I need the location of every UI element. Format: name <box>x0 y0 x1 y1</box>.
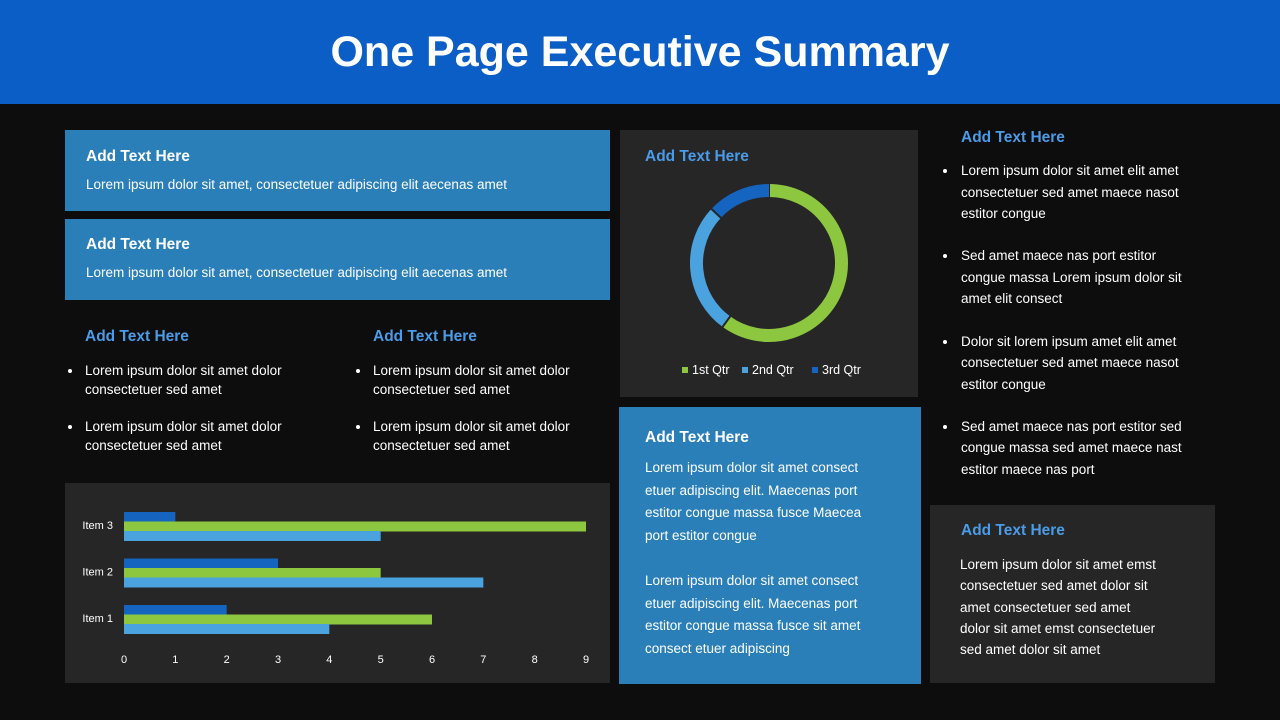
x-tick-label: 1 <box>172 654 178 666</box>
bullet-dot <box>68 425 72 429</box>
legend-label: 2nd Qtr <box>752 363 794 377</box>
bar <box>124 531 381 541</box>
legend-swatch <box>742 367 748 373</box>
bullet-text: consectetuer sed amet <box>85 382 222 397</box>
box-text: estitor congue massa fusce sit amet <box>645 618 861 634</box>
x-tick-label: 6 <box>429 654 435 666</box>
donut-segment <box>690 208 731 327</box>
bullet-text: consectetuer sed amet <box>373 382 510 397</box>
panel-text: consectetuer sed amet dolor sit <box>960 578 1148 594</box>
panel-heading: Add Text Here <box>961 522 1065 539</box>
bar <box>124 521 586 532</box>
box-text: Lorem ipsum dolor sit amet consect <box>645 460 859 475</box>
bar <box>124 512 176 522</box>
bar <box>124 568 381 578</box>
bullet-text: congue massa sed amet maece nast <box>961 440 1182 456</box>
chart-title: Add Text Here <box>645 148 749 165</box>
panel-text: Lorem ipsum dolor sit amet emst <box>960 557 1156 572</box>
card <box>65 130 610 211</box>
panel-text: sed amet dolor sit amet <box>960 642 1101 658</box>
segment-gap <box>720 314 732 329</box>
x-tick-label: 9 <box>583 654 589 666</box>
card-text: Lorem ipsum dolor sit amet, consectetuer… <box>86 265 507 280</box>
bullet-text: consectetuer sed amet <box>373 438 510 453</box>
box-heading: Add Text Here <box>645 429 749 446</box>
list-heading: Add Text Here <box>961 129 1065 146</box>
bar <box>124 577 484 588</box>
bullet-dot <box>943 339 947 344</box>
donut-segment <box>711 184 770 218</box>
box-text: port estitor congue <box>645 528 757 544</box>
bullet-text: estitor congue <box>961 206 1046 221</box>
panel-text: amet consectetuer sed amet <box>960 599 1131 615</box>
bullet-text: Lorem ipsum dolor sit amet dolor <box>373 419 570 434</box>
x-tick-label: 4 <box>326 654 332 666</box>
card <box>65 219 610 300</box>
bar <box>124 558 278 569</box>
text-box <box>619 407 921 684</box>
box-text: Lorem ipsum dolor sit amet consect <box>645 573 859 588</box>
legend-swatch <box>812 367 818 373</box>
text-panel <box>930 505 1215 683</box>
legend-swatch <box>682 367 688 373</box>
column-heading: Add Text Here <box>373 328 477 345</box>
bullet-text: consectetuer sed amet maece nasot <box>961 355 1179 371</box>
bullet-dot <box>68 369 72 373</box>
bullet-dot <box>943 424 947 429</box>
donut-segment <box>722 184 848 342</box>
chart-panel <box>620 130 918 397</box>
bullet-text: consectetuer sed amet <box>85 438 222 453</box>
card-heading: Add Text Here <box>86 236 190 253</box>
bullet-text: Lorem ipsum dolor sit amet dolor <box>85 363 282 378</box>
legend-label: 3rd Qtr <box>822 363 861 377</box>
bullet-text: Dolor sit lorem ipsum amet elit amet <box>961 333 1177 349</box>
x-tick-label: 8 <box>532 654 538 666</box>
bullet-text: estitor maece nas port <box>961 461 1095 477</box>
x-tick-label: 5 <box>378 654 384 666</box>
x-tick-label: 0 <box>121 654 127 666</box>
box-text: estitor congue massa fusce Maecea <box>645 505 862 521</box>
bullet-dot <box>943 254 947 259</box>
bullet-text: Sed amet maece nas port estitor sed <box>961 418 1182 434</box>
column-heading: Add Text Here <box>85 328 189 345</box>
bar <box>124 624 330 634</box>
bullet-dot <box>943 169 947 173</box>
legend-label: 1st Qtr <box>692 363 730 377</box>
card-text: Lorem ipsum dolor sit amet, consectetuer… <box>86 177 507 192</box>
bullet-dot <box>356 369 360 373</box>
x-tick-label: 2 <box>224 654 230 666</box>
bullet-text: Lorem ipsum dolor sit amet elit amet <box>961 163 1179 178</box>
bullet-text: congue massa Lorem ipsum dolor sit <box>961 269 1182 285</box>
box-text: etuer adipiscing elit. Maecenas port <box>645 482 858 498</box>
bullet-text: Sed amet maece nas port estitor <box>961 248 1157 264</box>
segment-gap <box>709 207 723 220</box>
bullet-dot <box>356 425 360 429</box>
bullet-text: Lorem ipsum dolor sit amet dolor <box>85 419 282 434</box>
box-text: consect etuer adipiscing <box>645 641 790 657</box>
bullet-text: Lorem ipsum dolor sit amet dolor <box>373 363 570 378</box>
page-title: One Page Executive Summary <box>330 28 950 76</box>
header-bar <box>0 0 1280 104</box>
card-heading: Add Text Here <box>86 148 190 165</box>
bullet-text: consectetuer sed amet maece nasot <box>961 184 1179 200</box>
bullet-text: estitor congue <box>961 376 1046 392</box>
bar <box>124 605 227 615</box>
box-text: etuer adipiscing elit. Maecenas port <box>645 595 858 611</box>
bar <box>124 614 432 625</box>
y-tick-label: Item 2 <box>82 566 113 578</box>
x-tick-label: 7 <box>480 654 486 666</box>
x-tick-label: 3 <box>275 654 281 666</box>
y-tick-label: Item 1 <box>82 613 113 625</box>
panel-text: dolor sit amet emst consectetuer <box>960 620 1156 636</box>
y-tick-label: Item 3 <box>82 520 113 532</box>
bullet-text: amet elit consect <box>961 291 1063 307</box>
